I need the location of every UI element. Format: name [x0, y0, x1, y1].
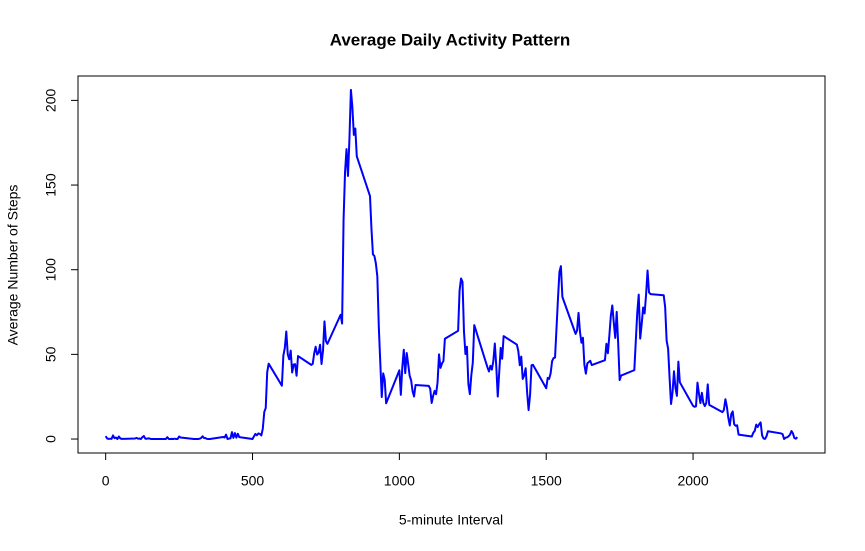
y-tick-label: 50 [43, 346, 59, 362]
x-tick-label: 500 [241, 473, 265, 489]
data-line [104, 88, 799, 441]
y-tick-label: 200 [43, 88, 59, 112]
x-tick-label: 1000 [384, 473, 415, 489]
y-tick-label: 150 [43, 173, 59, 197]
x-tick-label: 1500 [531, 473, 562, 489]
plot-frame [77, 75, 826, 454]
x-tick-label: 2000 [677, 473, 708, 489]
y-tick-label: 0 [43, 435, 59, 443]
x-axis-label: 5-minute Interval [399, 512, 503, 528]
y-axis-label: Average Number of Steps [5, 185, 21, 346]
x-tick-label: 0 [102, 473, 110, 489]
y-tick-label: 100 [43, 258, 59, 282]
chart-title: Average Daily Activity Pattern [330, 30, 571, 49]
